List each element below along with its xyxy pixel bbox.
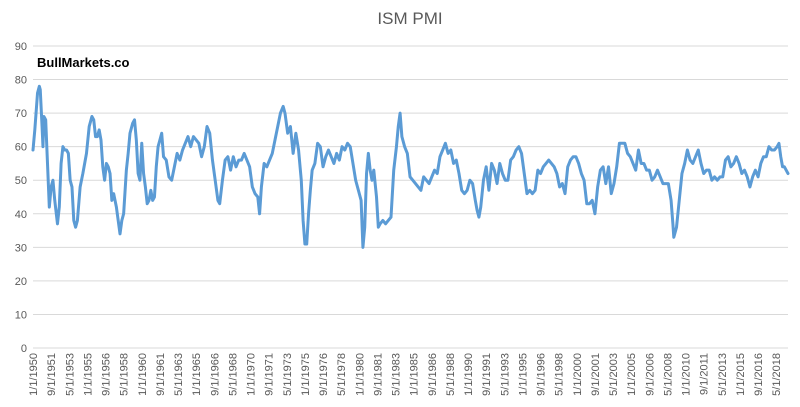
x-tick-label: 1/1/1995 [517, 353, 529, 396]
x-tick-label: 1/1/1970 [246, 353, 258, 396]
x-tick-label: 1/1/1950 [28, 353, 40, 396]
x-tick-label: 9/1/1961 [155, 353, 167, 396]
x-tick-label: 1/1/2010 [681, 353, 693, 396]
x-tick-label: 1/1/1965 [191, 353, 203, 396]
x-tick-label: 9/1/1996 [536, 353, 548, 396]
x-tick-label: 5/1/1983 [391, 353, 403, 396]
y-tick-label: 0 [21, 343, 27, 355]
x-tick-label: 5/1/1998 [554, 353, 566, 396]
x-tick-label: 5/1/2008 [662, 353, 674, 396]
x-tick-label: 9/1/2016 [753, 353, 765, 396]
y-tick-label: 90 [15, 41, 27, 53]
y-tick-label: 40 [15, 209, 27, 221]
y-tick-label: 60 [15, 142, 27, 154]
x-tick-label: 9/1/1956 [101, 353, 113, 396]
x-tick-label: 5/1/1953 [64, 353, 76, 396]
x-tick-label: 9/1/1966 [209, 353, 221, 396]
chart-title: ISM PMI [377, 9, 442, 28]
x-tick-label: 1/1/1975 [300, 353, 312, 396]
plot [31, 84, 790, 249]
x-tick-label: 5/1/1973 [282, 353, 294, 396]
y-tick-label: 50 [15, 175, 27, 187]
y-tick-label: 10 [15, 309, 27, 321]
x-tick-label: 9/1/1976 [318, 353, 330, 396]
x-tick-label: 5/1/2018 [771, 353, 783, 396]
x-tick-label: 5/1/1958 [119, 353, 131, 396]
x-tick-label: 5/1/1988 [445, 353, 457, 396]
x-tick-label: 1/1/2015 [735, 353, 747, 396]
x-tick-label: 9/1/1981 [372, 353, 384, 396]
x-tick-label: 9/1/2006 [644, 353, 656, 396]
x-tick-label: 5/1/1993 [499, 353, 511, 396]
y-tick-label: 70 [15, 108, 27, 120]
x-tick-label: 1/1/1985 [409, 353, 421, 396]
x-tick-label: 5/1/2013 [717, 353, 729, 396]
x-tick-label: 1/1/1990 [463, 353, 475, 396]
x-tick-label: 1/1/2000 [572, 353, 584, 396]
x-tick-label: 1/1/1955 [82, 353, 94, 396]
y-tick-label: 20 [15, 276, 27, 288]
x-tick-label: 5/1/1963 [173, 353, 185, 396]
grid: 0 10 20 30 40 50 60 70 80 90 [15, 41, 788, 355]
x-tick-label: 9/1/2011 [699, 353, 711, 395]
x-tick-label: 1/1/2005 [626, 353, 638, 396]
x-tick-label: 5/1/1968 [227, 353, 239, 396]
x-tick-label: 1/1/1980 [354, 353, 366, 396]
x-tick-label: 9/1/2001 [590, 353, 602, 396]
x-tick-label: 9/1/1991 [481, 353, 493, 396]
data-line [31, 84, 790, 249]
x-tick-label: 5/1/1978 [336, 353, 348, 396]
y-tick-label: 80 [15, 75, 27, 87]
x-tick-label: 9/1/1986 [427, 353, 439, 396]
x-tick-label: 5/1/2003 [608, 353, 620, 396]
x-tick-label: 9/1/1971 [264, 353, 276, 396]
x-tick-label: 9/1/1951 [46, 353, 58, 396]
x-tick-label: 1/1/1960 [137, 353, 149, 396]
y-tick-label: 30 [15, 242, 27, 254]
watermark: BullMarkets.co [37, 55, 130, 70]
x-axis: 1/1/1950 9/1/1951 5/1/1953 1/1/1955 9/1/1956… [28, 353, 783, 396]
